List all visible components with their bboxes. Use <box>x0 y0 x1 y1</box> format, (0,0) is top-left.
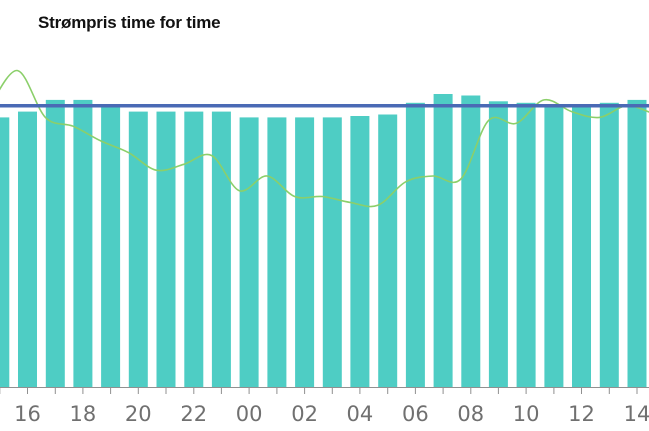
bar-10 <box>516 102 536 388</box>
bar-09 <box>488 101 508 388</box>
x-tick-label: 00 <box>236 402 263 426</box>
x-tick-label: 14 <box>624 402 649 426</box>
x-tick-label: 20 <box>125 402 152 426</box>
x-tick-label: 08 <box>457 402 484 426</box>
x-tick-label: 10 <box>513 402 540 426</box>
x-tick-label: 12 <box>568 402 595 426</box>
bar-02 <box>295 117 315 388</box>
x-tick-label: 16 <box>14 402 41 426</box>
bar-11 <box>544 104 564 388</box>
bar-14 <box>627 99 647 388</box>
bar-17 <box>45 99 65 388</box>
bar-04 <box>350 116 370 387</box>
bar-22 <box>184 111 204 387</box>
bar-12 <box>572 105 591 387</box>
bar-08 <box>461 95 481 387</box>
x-tick-label: 06 <box>402 402 429 426</box>
bar-06 <box>405 102 425 388</box>
bar-series <box>0 94 647 388</box>
x-tick-label: 18 <box>70 402 97 426</box>
bar-01 <box>267 117 287 388</box>
x-tick-label: 02 <box>291 402 318 426</box>
x-tick-label: 04 <box>347 402 374 426</box>
bar-00 <box>239 117 259 388</box>
bar-13 <box>599 102 619 388</box>
bar-21 <box>156 111 176 387</box>
bar-03 <box>322 117 342 388</box>
x-tick-label: 22 <box>180 402 207 426</box>
bar-19 <box>101 105 121 387</box>
bar-07 <box>433 94 453 387</box>
x-axis: 16 18 20 22 00 02 04 06 08 10 12 14 <box>0 387 649 426</box>
bar-18 <box>73 99 93 388</box>
secondary-line <box>0 69 649 208</box>
secondary-line-series <box>0 69 649 208</box>
bar-20 <box>128 111 148 387</box>
bar-05 <box>378 114 398 387</box>
chart-title: Strømpris time for time <box>38 13 221 32</box>
bar-23 <box>211 111 231 387</box>
bar-15 <box>0 117 10 388</box>
bar-16 <box>18 111 37 387</box>
